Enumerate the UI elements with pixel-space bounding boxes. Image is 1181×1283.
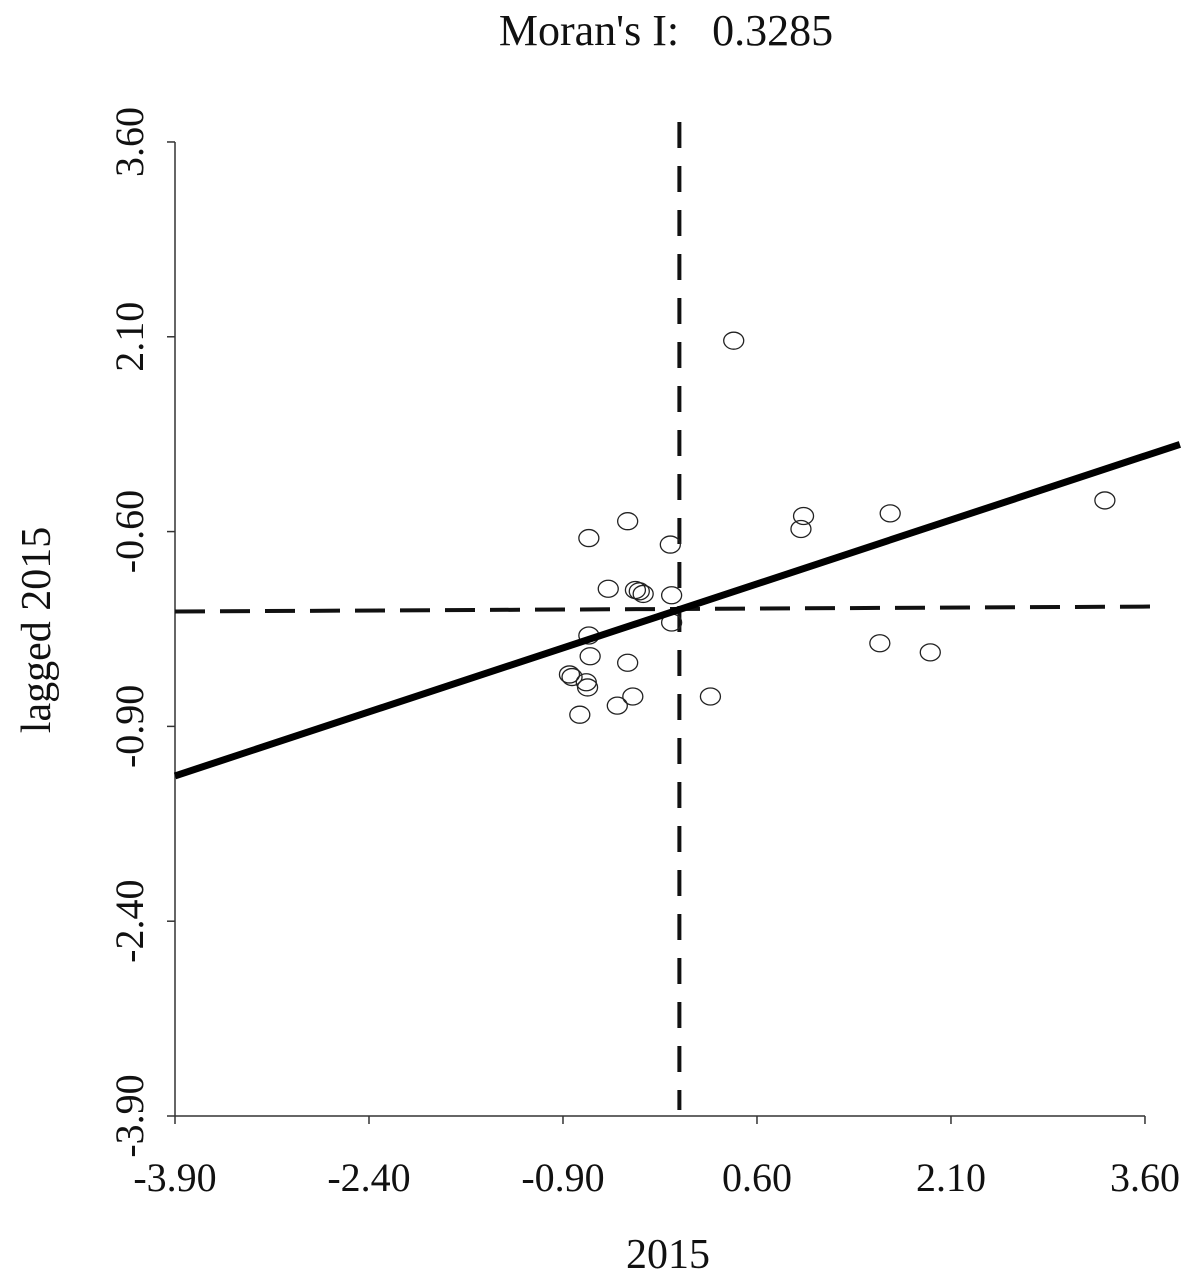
y-axis-title: lagged 2015: [14, 527, 60, 733]
mean-lines: [174, 122, 1161, 1110]
x-tick-label: -0.90: [521, 1155, 604, 1200]
x-tick-label: 0.60: [722, 1155, 792, 1200]
data-point: [919, 643, 941, 662]
x-axis-title: 2015: [626, 1232, 710, 1278]
data-point: [622, 687, 644, 706]
data-point: [659, 535, 681, 554]
data-points: [558, 331, 1116, 724]
data-point: [558, 665, 581, 684]
x-tick-label: 2.10: [916, 1155, 986, 1200]
data-point: [579, 647, 601, 666]
data-point: [723, 331, 745, 350]
data-point: [569, 705, 591, 724]
y-tick-label: -2.40: [107, 880, 152, 963]
chart-title: Moran's I: 0.3285: [499, 6, 833, 55]
y-tick-label: -0.60: [107, 490, 152, 573]
data-point: [1094, 491, 1116, 510]
data-point: [617, 512, 639, 531]
data-point: [879, 504, 901, 523]
y-tick-label: 2.10: [107, 302, 152, 372]
x-tick-label: -2.40: [327, 1155, 410, 1200]
horizontal-mean-line: [174, 604, 1161, 614]
data-point: [606, 696, 628, 715]
regression-line-group: [173, 441, 1181, 780]
data-point: [628, 582, 650, 601]
x-ticks: -3.90 -2.40 -0.90 0.60 2.10 3.60: [133, 1116, 1180, 1200]
data-point: [792, 506, 815, 526]
x-tick-label: 3.60: [1110, 1155, 1180, 1200]
data-point: [790, 519, 812, 539]
y-ticks: -3.90 -2.40 -0.90 -0.60 2.10 3.60: [107, 107, 175, 1158]
data-point: [869, 634, 891, 653]
data-point: [561, 667, 583, 687]
data-point: [578, 528, 600, 548]
data-point: [617, 653, 639, 672]
y-tick-label: -3.90: [107, 1074, 152, 1157]
data-point: [576, 678, 599, 697]
regression-line: [173, 441, 1181, 780]
data-point: [597, 579, 619, 598]
axes: [174, 142, 1145, 1117]
y-tick-label: -0.90: [107, 685, 152, 768]
y-tick-label: 3.60: [107, 107, 152, 177]
data-point: [699, 687, 722, 706]
data-point: [632, 584, 654, 604]
data-point: [660, 586, 683, 605]
x-tick-label: -3.90: [133, 1155, 216, 1200]
